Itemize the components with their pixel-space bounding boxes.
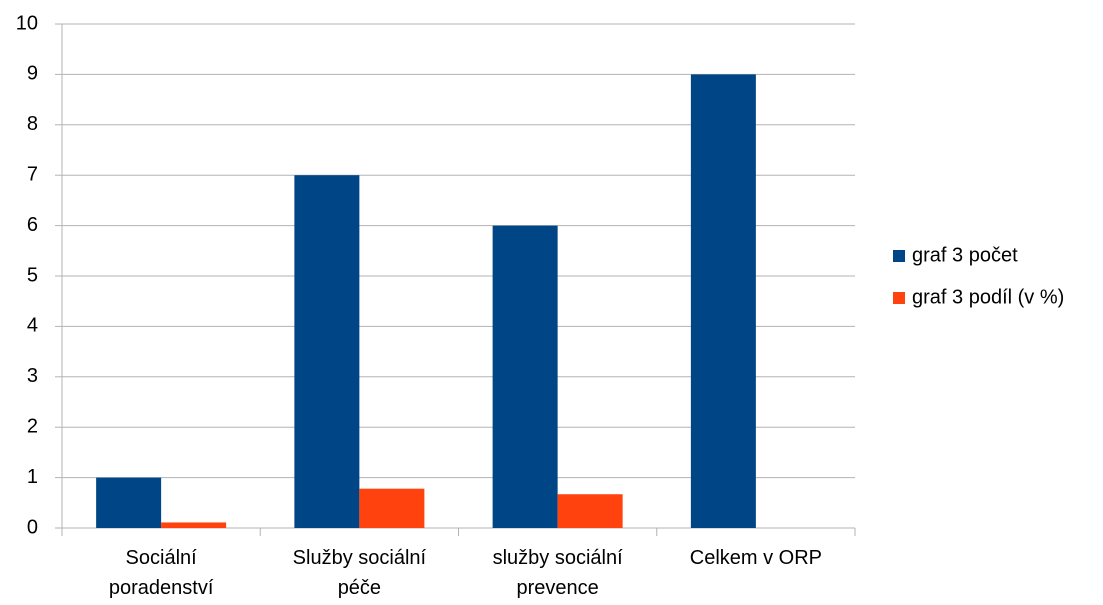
legend-swatch	[893, 250, 905, 262]
y-tick-label: 6	[27, 214, 38, 236]
bar	[161, 522, 227, 528]
y-tick-label: 1	[27, 466, 38, 488]
y-tick-label: 5	[27, 264, 38, 286]
x-tick-label: Sociální poradenství	[108, 547, 214, 599]
y-tick-label: 8	[27, 113, 38, 135]
bar	[492, 225, 558, 528]
legend-label: graf 3 podíl (v %)	[912, 286, 1064, 308]
bar	[294, 175, 360, 528]
legend-swatch	[893, 292, 905, 304]
x-tick-label: služby sociální prevence	[492, 547, 623, 599]
bar	[96, 477, 162, 528]
y-tick-label: 7	[27, 163, 38, 185]
y-tick-label: 10	[16, 12, 38, 34]
x-tick-label: Celkem v ORP	[689, 547, 822, 569]
x-tick-label: Služby sociální péče	[292, 547, 427, 599]
bar	[359, 488, 425, 528]
y-tick-label: 9	[27, 63, 38, 85]
y-tick-label: 0	[27, 516, 38, 538]
y-tick-label: 4	[27, 315, 38, 337]
y-tick-label: 3	[27, 365, 38, 387]
bar	[557, 494, 623, 528]
y-tick-label: 2	[27, 415, 38, 437]
bar	[690, 74, 756, 529]
legend-label: graf 3 počet	[912, 244, 1018, 266]
